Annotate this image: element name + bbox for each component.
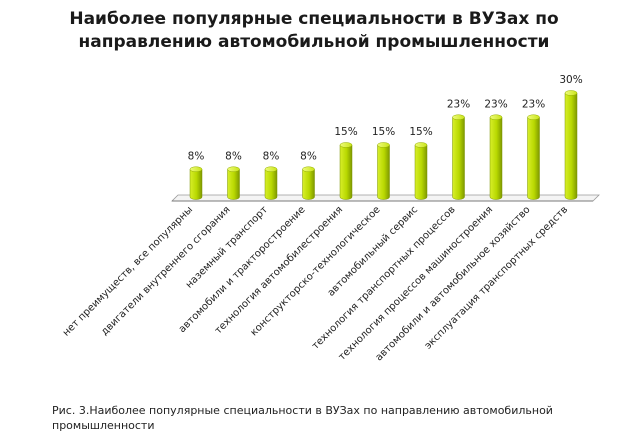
bar-top [564,90,578,96]
bar [564,92,578,200]
data-label: 30% [559,74,582,86]
bar-top [452,114,465,121]
bar-top [227,166,240,173]
data-label: 15% [409,126,432,138]
bars-group [189,90,578,200]
data-label: 15% [334,126,357,138]
data-label: 8% [188,150,205,162]
bar-top [264,166,278,173]
data-label: 23% [447,98,470,110]
data-label: 8% [225,150,242,162]
bar-top [189,166,203,173]
category-label: двигатели внутреннего сгорания [99,204,232,337]
data-label: 8% [263,150,280,162]
bar [264,169,278,200]
bar [339,144,353,200]
bar-top [339,142,353,148]
category-label: нет преимуществ, все популярны [61,204,195,338]
bar-top [377,142,390,148]
bar [189,169,203,200]
data-label: 8% [300,150,317,162]
figure-caption-line-2: промышленности [52,419,155,432]
bar [489,117,503,200]
bar-top [489,114,503,121]
category-label: конструкторско-технологическое [249,204,383,338]
figure-caption-line-1: Рис. 3.Наиболее популярные специальности… [52,404,553,417]
bar [527,117,540,200]
figure-caption: Рис. 3.Наиболее популярные специальности… [52,403,612,433]
bar-top [527,114,540,121]
data-label: 15% [372,126,395,138]
data-label: 23% [522,98,545,110]
bar [377,144,390,200]
chart-title: Наиболее популярные специальности в ВУЗа… [0,8,628,54]
data-label: 23% [484,98,507,110]
category-labels-group: нет преимуществ, все популярныдвигатели … [61,204,570,363]
category-label: эксплуатация транспортных средств [423,204,570,351]
chart-title-line-2: направлению автомобильной промышленности [78,32,550,52]
chart-title-line-1: Наиболее популярные специальности в ВУЗа… [69,9,559,29]
bar [414,144,428,200]
bar-top [302,166,315,173]
value-labels-group: 8% 8% 8% 8% 15% 15% 15% 23% 23% 23% 30% [188,74,583,162]
bar-top [414,142,428,148]
bar [452,117,465,200]
bar [302,169,315,200]
bar [227,169,240,200]
